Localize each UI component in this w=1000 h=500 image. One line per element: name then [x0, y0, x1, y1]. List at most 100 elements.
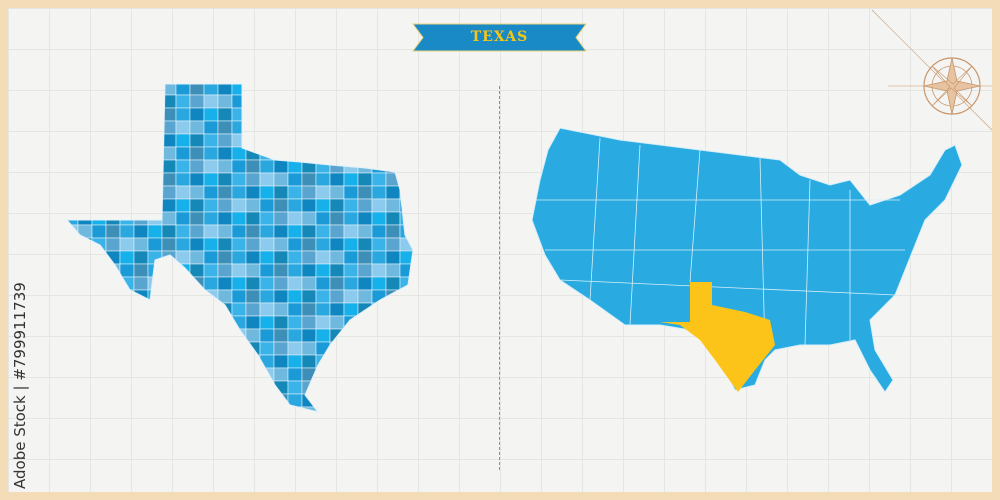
- county: [287, 367, 303, 382]
- county: [385, 354, 401, 369]
- county: [119, 211, 135, 226]
- county: [315, 185, 331, 200]
- county: [161, 276, 177, 291]
- county: [91, 354, 107, 369]
- county: [301, 185, 317, 200]
- county: [414, 134, 428, 147]
- county: [67, 198, 79, 213]
- county: [385, 107, 401, 122]
- county: [399, 84, 413, 96]
- county: [147, 328, 163, 343]
- county: [399, 146, 413, 161]
- county: [273, 276, 289, 291]
- county: [273, 84, 289, 96]
- county: [147, 185, 163, 200]
- county: [189, 237, 205, 252]
- county: [161, 263, 177, 278]
- county: [231, 315, 247, 330]
- county: [119, 263, 135, 278]
- county: [414, 407, 428, 420]
- county: [399, 211, 413, 226]
- county: [77, 406, 93, 412]
- county: [67, 341, 79, 356]
- county: [414, 277, 428, 290]
- county: [133, 302, 149, 317]
- county: [245, 276, 261, 291]
- county: [259, 302, 275, 317]
- county: [301, 328, 317, 343]
- county: [287, 406, 303, 412]
- county: [414, 108, 428, 121]
- county: [357, 107, 373, 122]
- county: [189, 198, 205, 213]
- county: [203, 237, 219, 252]
- county: [357, 84, 373, 96]
- county: [315, 250, 331, 265]
- county: [67, 172, 79, 187]
- county: [147, 120, 163, 135]
- county: [287, 380, 303, 395]
- county: [273, 120, 289, 135]
- county: [385, 380, 401, 395]
- county: [245, 159, 261, 174]
- county: [147, 224, 163, 239]
- county: [189, 94, 205, 109]
- county: [231, 120, 247, 135]
- county: [147, 237, 163, 252]
- county: [189, 211, 205, 226]
- county: [77, 315, 93, 330]
- county: [343, 380, 359, 395]
- county: [357, 224, 373, 239]
- county: [133, 198, 149, 213]
- county: [231, 367, 247, 382]
- county: [203, 354, 219, 369]
- county: [385, 185, 401, 200]
- county: [231, 341, 247, 356]
- county: [175, 224, 191, 239]
- county: [119, 276, 135, 291]
- county: [273, 367, 289, 382]
- county: [259, 315, 275, 330]
- county: [371, 380, 387, 395]
- county: [231, 172, 247, 187]
- county: [259, 211, 275, 226]
- county: [245, 120, 261, 135]
- county: [147, 84, 163, 96]
- county: [385, 211, 401, 226]
- county: [67, 276, 79, 291]
- county: [371, 198, 387, 213]
- county: [357, 211, 373, 226]
- county: [231, 133, 247, 148]
- county: [67, 237, 79, 252]
- county: [105, 84, 121, 96]
- county: [414, 95, 428, 108]
- county: [77, 302, 93, 317]
- county: [273, 133, 289, 148]
- county: [77, 84, 93, 96]
- county: [119, 84, 135, 96]
- county: [147, 276, 163, 291]
- county: [91, 276, 107, 291]
- county: [105, 276, 121, 291]
- county: [371, 393, 387, 408]
- county: [371, 367, 387, 382]
- county: [133, 84, 149, 96]
- county: [273, 159, 289, 174]
- county: [259, 94, 275, 109]
- county: [399, 341, 413, 356]
- county: [67, 406, 79, 412]
- county: [259, 380, 275, 395]
- county: [301, 94, 317, 109]
- county: [385, 133, 401, 148]
- county: [315, 393, 331, 408]
- county: [119, 393, 135, 408]
- county: [119, 107, 135, 122]
- county: [385, 224, 401, 239]
- county: [203, 172, 219, 187]
- county: [315, 380, 331, 395]
- county: [217, 354, 233, 369]
- county: [91, 172, 107, 187]
- county: [175, 328, 191, 343]
- county: [175, 276, 191, 291]
- county: [203, 341, 219, 356]
